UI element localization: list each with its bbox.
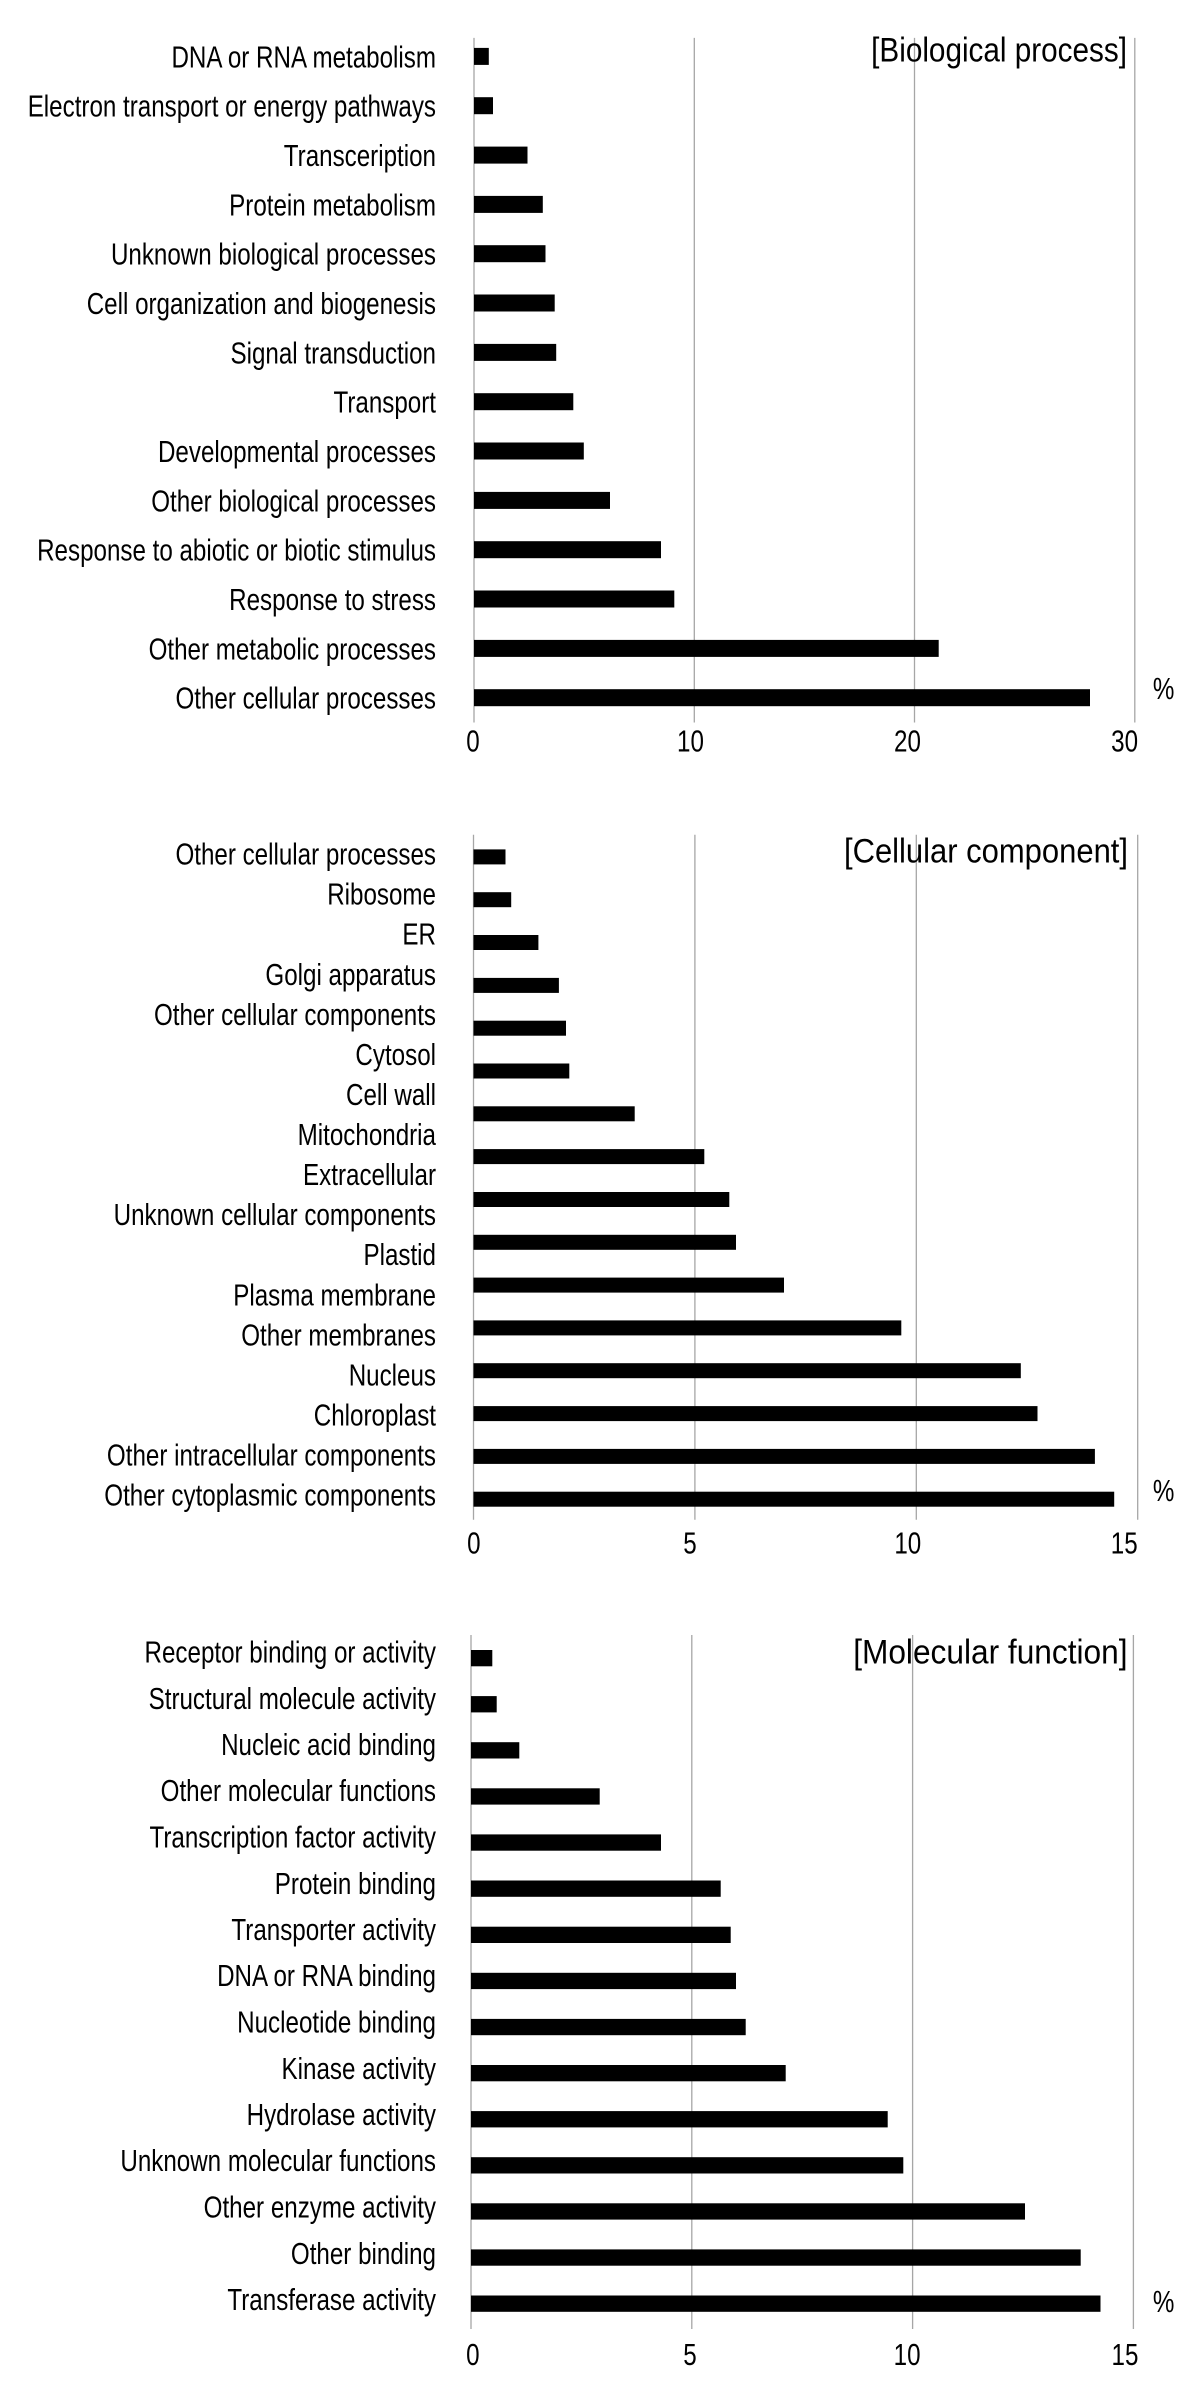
svg-text:0: 0 [466, 724, 479, 759]
svg-text:Unknown cellular components: Unknown cellular components [114, 1197, 436, 1232]
svg-text:Transporter activity: Transporter activity [231, 1912, 436, 1947]
svg-text:Nucleotide binding: Nucleotide binding [237, 2005, 436, 2040]
svg-text:5: 5 [683, 1526, 696, 1561]
svg-text:Protein metabolism: Protein metabolism [229, 188, 436, 223]
svg-text:Unknown molecular functions: Unknown molecular functions [120, 2143, 436, 2178]
svg-text:Transport: Transport [333, 385, 436, 420]
svg-text:Plastid: Plastid [363, 1237, 436, 1272]
svg-text:Golgi apparatus: Golgi apparatus [265, 957, 436, 992]
svg-text:Response to stress: Response to stress [229, 582, 436, 617]
svg-text:Other biological processes: Other biological processes [151, 484, 436, 519]
svg-text:10: 10 [677, 724, 704, 759]
svg-text:Other cellular processes: Other cellular processes [175, 681, 436, 716]
svg-text:Kinase activity: Kinase activity [282, 2051, 437, 2086]
svg-text:Other cytoplasmic components: Other cytoplasmic components [104, 1478, 436, 1513]
svg-text:DNA or RNA metabolism: DNA or RNA metabolism [171, 40, 436, 75]
svg-text:Protein binding: Protein binding [275, 1866, 436, 1901]
svg-text:Other enzyme activity: Other enzyme activity [204, 2190, 436, 2225]
svg-text:Transferase activity: Transferase activity [227, 2282, 436, 2317]
svg-text:Plasma membrane: Plasma membrane [233, 1277, 436, 1312]
svg-text:[Molecular function]: [Molecular function] [853, 1632, 1127, 1670]
svg-text:Other cellular processes: Other cellular processes [175, 837, 436, 872]
svg-text:%: % [1153, 1473, 1174, 1508]
svg-text:[Biological process]: [Biological process] [871, 31, 1127, 69]
svg-text:Electron transport or energy p: Electron transport or energy pathways [28, 89, 436, 124]
svg-text:0: 0 [466, 2337, 479, 2372]
svg-text:Cell organization and biogenes: Cell organization and biogenesis [87, 286, 436, 321]
svg-text:20: 20 [894, 724, 921, 759]
svg-text:15: 15 [1111, 1526, 1138, 1561]
svg-text:Unknown biological processes: Unknown biological processes [111, 237, 436, 272]
svg-text:Nucleic acid binding: Nucleic acid binding [221, 1727, 436, 1762]
svg-text:Cytosol: Cytosol [355, 1037, 436, 1072]
svg-text:Extracellular: Extracellular [303, 1157, 436, 1192]
svg-text:Other molecular functions: Other molecular functions [161, 1773, 436, 1808]
svg-text:Transceription: Transceription [284, 138, 436, 173]
svg-text:5: 5 [683, 2337, 696, 2372]
svg-text:ER: ER [402, 917, 436, 952]
svg-text:Other binding: Other binding [291, 2236, 436, 2271]
svg-text:Mitochondria: Mitochondria [298, 1117, 437, 1152]
svg-text:Chloroplast: Chloroplast [314, 1398, 436, 1433]
svg-text:Other intracellular components: Other intracellular components [107, 1438, 436, 1473]
svg-text:Nucleus: Nucleus [349, 1358, 436, 1393]
svg-text:10: 10 [894, 2337, 921, 2372]
svg-text:[Cellular component]: [Cellular component] [844, 832, 1128, 870]
svg-text:%: % [1153, 671, 1174, 706]
svg-text:Cell wall: Cell wall [346, 1077, 436, 1112]
svg-text:Response to abiotic or biotic: Response to abiotic or biotic stimulus [37, 533, 436, 568]
svg-text:30: 30 [1111, 724, 1138, 759]
svg-text:Structural molecule activity: Structural molecule activity [149, 1681, 436, 1716]
svg-text:Other metabolic processes: Other metabolic processes [149, 632, 436, 667]
svg-text:DNA or RNA binding: DNA or RNA binding [217, 1958, 436, 1993]
svg-text:10: 10 [894, 1526, 921, 1561]
svg-text:Ribosome: Ribosome [327, 877, 436, 912]
svg-text:%: % [1153, 2284, 1174, 2319]
svg-text:Hydrolase activity: Hydrolase activity [247, 2097, 436, 2132]
svg-text:Other cellular components: Other cellular components [154, 997, 436, 1032]
svg-text:Transcription factor activity: Transcription factor activity [150, 1820, 437, 1855]
svg-text:0: 0 [467, 1526, 480, 1561]
svg-text:Receptor binding or activity: Receptor binding or activity [145, 1635, 437, 1670]
svg-text:Developmental processes: Developmental processes [158, 434, 436, 469]
svg-text:Signal transduction: Signal transduction [230, 336, 436, 371]
svg-text:Other membranes: Other membranes [241, 1317, 436, 1352]
svg-text:15: 15 [1112, 2337, 1139, 2372]
